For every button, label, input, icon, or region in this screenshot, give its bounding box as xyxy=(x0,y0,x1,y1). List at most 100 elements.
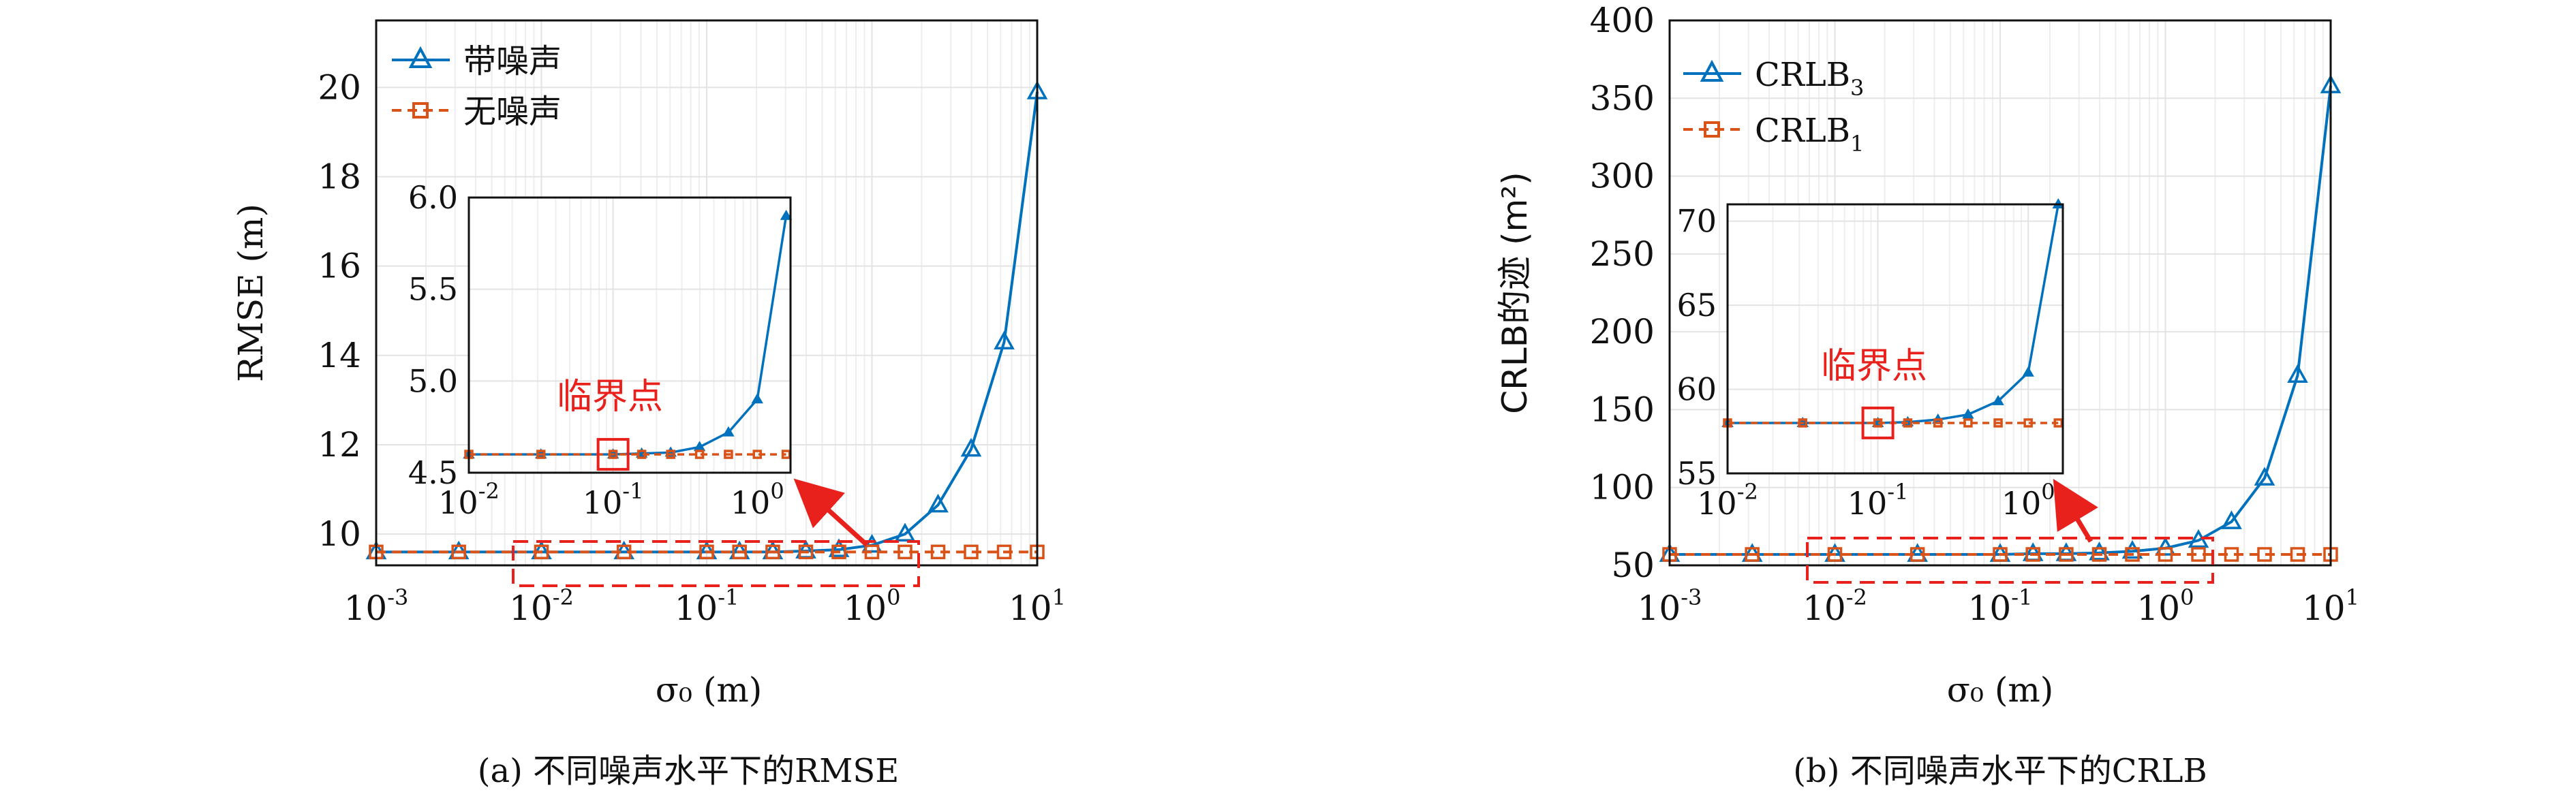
legend-label-noiseless: 无噪声 xyxy=(463,93,562,131)
inset-y-tick-label: 4.5 xyxy=(408,454,458,491)
inset-x-tick-label: 10-2 xyxy=(1697,479,1758,522)
inset-data-point xyxy=(724,450,733,459)
inset-data-point xyxy=(751,393,763,404)
data-point xyxy=(994,330,1015,349)
caption-b: (b) 不同噪声水平下的CRLB xyxy=(1793,752,2207,790)
inset-x-tick-labels: 10-2 10-1 100 xyxy=(438,478,784,521)
x-tick-label: 10-3 xyxy=(1638,584,1702,628)
caption-a: (a) 不同噪声水平下的RMSE xyxy=(478,752,900,790)
inset-y-tick-label: 55 xyxy=(1676,455,1717,492)
data-point xyxy=(2025,547,2040,562)
data-point xyxy=(894,522,916,541)
y-tick-label: 300 xyxy=(1590,157,1655,196)
critical-point-label: 临界点 xyxy=(1821,346,1927,387)
y-tick-label: 400 xyxy=(1590,1,1655,40)
inset-data-point xyxy=(2053,418,2064,428)
inset-data-point xyxy=(1962,408,1974,419)
data-point xyxy=(451,544,466,560)
data-point xyxy=(930,544,946,560)
x-tick-label: 10-1 xyxy=(1968,584,2033,628)
zoom-region-box xyxy=(512,540,920,587)
data-point xyxy=(2125,547,2140,562)
series-lines xyxy=(365,80,1048,560)
inset-data-point xyxy=(536,450,546,459)
inset-background xyxy=(469,198,791,473)
panel-a-rmse: 10 12 14 16 18 20 10-3 10-2 10-1 100 101 σ₀ (m) R… xyxy=(231,19,1066,790)
y-tick-label: 200 xyxy=(1590,312,1655,351)
data-point xyxy=(2221,510,2242,529)
y-tick-label: 150 xyxy=(1590,390,1655,429)
triangle-marker-icon xyxy=(408,46,433,68)
data-point xyxy=(1745,547,1760,562)
data-point xyxy=(732,544,747,560)
x-tick-label: 10-1 xyxy=(675,584,739,628)
data-point xyxy=(2121,539,2143,559)
data-point xyxy=(2191,547,2206,562)
data-point xyxy=(616,544,632,560)
inset-data-point xyxy=(1992,394,2004,405)
data-point xyxy=(2257,547,2272,562)
data-point xyxy=(2290,547,2305,562)
data-point xyxy=(699,544,714,560)
inset-y-tick-label: 65 xyxy=(1676,287,1717,324)
inset-x-tick-label: 100 xyxy=(731,478,784,521)
inset-x-tick-label: 10-2 xyxy=(438,478,500,521)
inset-data-point xyxy=(1873,418,1883,428)
data-point xyxy=(2089,541,2110,561)
x-tick-label: 10-3 xyxy=(344,584,409,628)
data-point xyxy=(864,544,880,560)
y-tick-label: 12 xyxy=(318,425,361,465)
inset-y-tick-labels: 4.5 5.0 5.5 6.0 xyxy=(408,179,458,491)
inset-y-tick-label: 5.0 xyxy=(408,362,458,399)
x-tick-labels: 10-3 10-2 10-1 100 101 xyxy=(344,584,1066,628)
inset-frame xyxy=(467,196,792,474)
data-point xyxy=(2158,547,2173,562)
inset-data-point xyxy=(1993,418,2003,428)
y-tick-label: 350 xyxy=(1590,78,1655,118)
inset-x-tick-labels: 10-2 10-1 100 xyxy=(1697,479,2055,522)
triangle-marker-icon xyxy=(1700,59,1724,82)
critical-point-marker xyxy=(596,438,630,471)
data-point xyxy=(2059,547,2074,562)
inset-x-tick-label: 10-1 xyxy=(1847,479,1909,522)
inset-data-point xyxy=(1903,418,1913,428)
critical-point-marker xyxy=(1861,406,1895,439)
inset-data-point xyxy=(2023,418,2033,428)
inset-data-point xyxy=(722,426,735,437)
inset-data-point xyxy=(694,450,705,459)
data-point xyxy=(861,533,883,553)
x-tick-labels: 10-3 10-2 10-1 100 101 xyxy=(1638,584,2359,628)
x-tick-label: 101 xyxy=(1009,584,1066,628)
inset-data-point xyxy=(780,209,793,220)
data-point xyxy=(828,538,850,557)
legend-label-crlb3: CRLB3 xyxy=(1755,56,1864,101)
data-point xyxy=(960,437,982,457)
y-axis-label: CRLB的迹 (m²) xyxy=(1495,172,1535,413)
inset-y-tick-label: 70 xyxy=(1676,203,1717,240)
inset-series-lines xyxy=(1721,198,2065,428)
data-point xyxy=(996,544,1012,560)
y-tick-label: 16 xyxy=(318,247,361,286)
inset-grid xyxy=(1727,204,2063,474)
legend-label-crlb1: CRLB1 xyxy=(1755,112,1864,157)
y-tick-label: 18 xyxy=(318,157,361,197)
plot-frame xyxy=(1668,19,2332,567)
data-point xyxy=(1910,547,1925,562)
x-tick-label: 10-2 xyxy=(509,584,574,628)
data-point xyxy=(1827,547,1843,562)
data-point xyxy=(898,544,913,560)
y-tick-label: 50 xyxy=(1611,546,1655,585)
data-point xyxy=(798,544,814,560)
zoom-arrow xyxy=(793,478,869,547)
inset-data-point xyxy=(1963,418,1973,428)
inset-data-point xyxy=(752,450,762,459)
x-axis-label: σ₀ (m) xyxy=(1947,670,2054,710)
inset-data-point xyxy=(608,450,618,459)
inset-x-tick-label: 100 xyxy=(2002,479,2055,522)
critical-point-label: 临界点 xyxy=(557,377,663,418)
x-tick-label: 100 xyxy=(2137,584,2194,628)
y-axis-label: RMSE (m) xyxy=(231,204,271,382)
data-point xyxy=(2155,537,2176,556)
